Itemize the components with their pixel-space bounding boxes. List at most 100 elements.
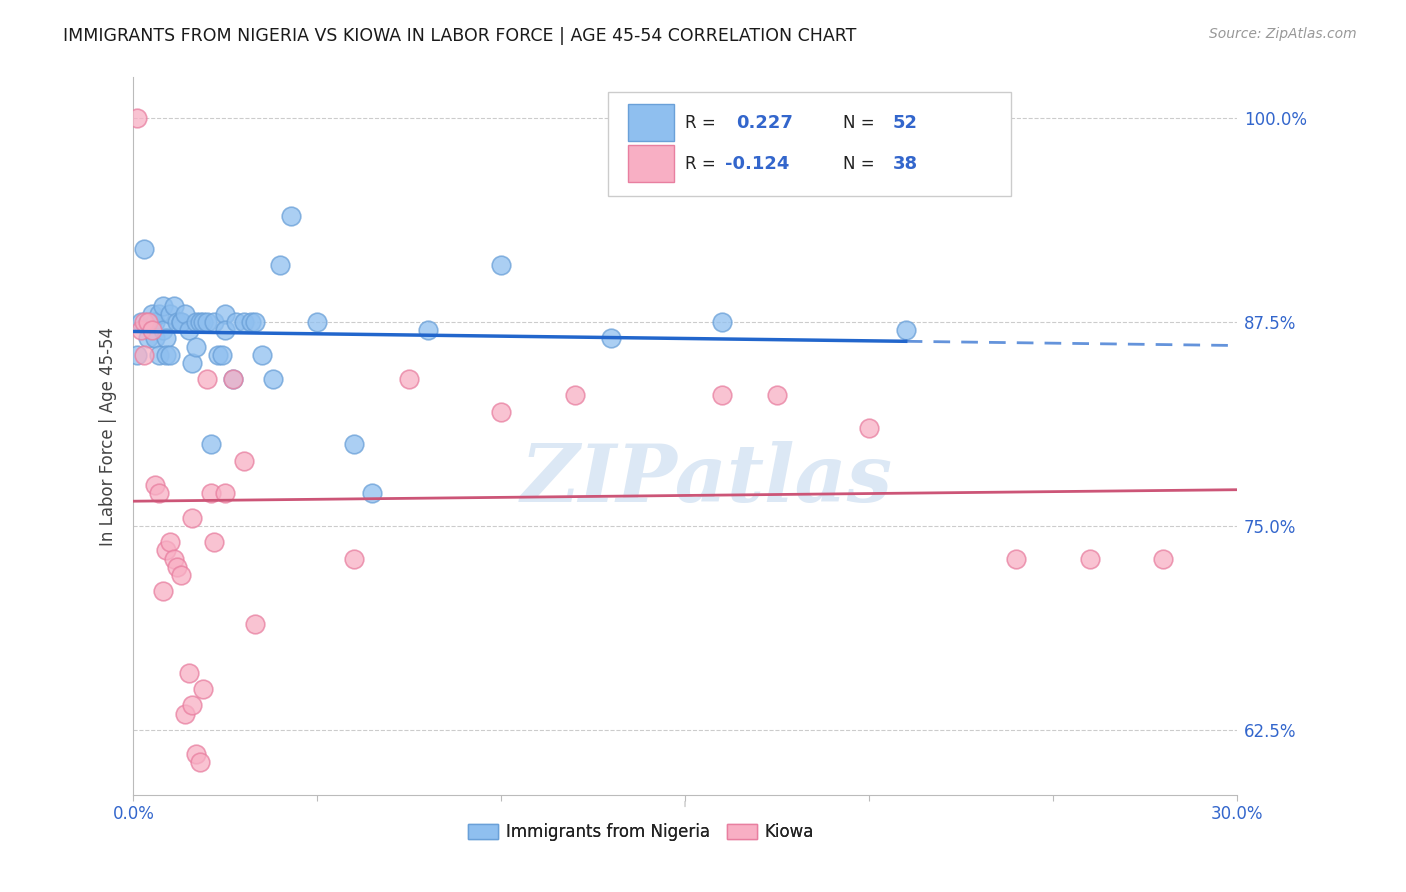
Point — [232, 315, 254, 329]
Point — [159, 307, 181, 321]
Point — [221, 372, 243, 386]
Point — [489, 258, 512, 272]
Point — [188, 756, 211, 770]
Point — [170, 315, 193, 329]
Point — [221, 372, 243, 386]
Text: 52: 52 — [893, 113, 918, 132]
Point — [240, 315, 263, 329]
Point — [343, 437, 366, 451]
Text: -0.124: -0.124 — [724, 154, 789, 172]
Point — [184, 747, 207, 762]
Point — [159, 348, 181, 362]
Point — [125, 348, 148, 362]
Point — [145, 331, 167, 345]
Point — [152, 323, 174, 337]
Point — [250, 348, 273, 362]
Point — [894, 323, 917, 337]
Point — [152, 299, 174, 313]
Text: N =: N = — [842, 113, 875, 132]
Text: 0.227: 0.227 — [735, 113, 793, 132]
Point — [155, 331, 177, 345]
Point — [858, 421, 880, 435]
Text: IMMIGRANTS FROM NIGERIA VS KIOWA IN LABOR FORCE | AGE 45-54 CORRELATION CHART: IMMIGRANTS FROM NIGERIA VS KIOWA IN LABO… — [63, 27, 856, 45]
Point — [173, 706, 195, 721]
Point — [211, 348, 233, 362]
FancyBboxPatch shape — [627, 145, 673, 182]
Point — [136, 315, 159, 329]
Point — [134, 315, 156, 329]
Point — [148, 486, 170, 500]
Point — [307, 315, 329, 329]
Point — [600, 331, 623, 345]
Point — [166, 315, 188, 329]
Point — [243, 315, 266, 329]
Point — [163, 299, 186, 313]
Point — [177, 665, 200, 680]
Point — [141, 323, 163, 337]
Point — [398, 372, 420, 386]
Text: ZIPatlas: ZIPatlas — [522, 441, 893, 518]
Point — [134, 242, 156, 256]
Point — [207, 348, 229, 362]
Point — [155, 348, 177, 362]
Point — [145, 478, 167, 492]
Text: Source: ZipAtlas.com: Source: ZipAtlas.com — [1209, 27, 1357, 41]
Y-axis label: In Labor Force | Age 45-54: In Labor Force | Age 45-54 — [100, 326, 117, 546]
Point — [173, 307, 195, 321]
Point — [145, 315, 167, 329]
Point — [129, 315, 152, 329]
Point — [155, 543, 177, 558]
Point — [710, 315, 733, 329]
Point — [262, 372, 284, 386]
Point — [181, 698, 204, 713]
Point — [489, 405, 512, 419]
Point — [148, 307, 170, 321]
Point — [177, 323, 200, 337]
Point — [188, 315, 211, 329]
Legend: Immigrants from Nigeria, Kiowa: Immigrants from Nigeria, Kiowa — [461, 816, 821, 847]
Point — [1152, 551, 1174, 566]
Point — [141, 307, 163, 321]
Point — [232, 453, 254, 467]
Point — [1078, 551, 1101, 566]
Point — [214, 323, 236, 337]
Point — [193, 681, 215, 696]
Point — [125, 112, 148, 126]
Point — [152, 584, 174, 599]
Point — [1005, 551, 1028, 566]
Point — [361, 486, 384, 500]
Point — [202, 315, 225, 329]
Point — [181, 356, 204, 370]
Point — [163, 551, 186, 566]
Point — [200, 486, 222, 500]
Point — [136, 315, 159, 329]
Point — [710, 388, 733, 402]
Point — [181, 510, 204, 524]
Text: R =: R = — [685, 113, 716, 132]
FancyBboxPatch shape — [627, 104, 673, 141]
Point — [134, 348, 156, 362]
Point — [166, 559, 188, 574]
Point — [129, 323, 152, 337]
Point — [195, 315, 218, 329]
Point — [269, 258, 291, 272]
Point — [343, 551, 366, 566]
Point — [148, 348, 170, 362]
Point — [141, 315, 163, 329]
Point — [225, 315, 247, 329]
Point — [184, 315, 207, 329]
Point — [170, 567, 193, 582]
Point — [243, 616, 266, 631]
Point — [195, 372, 218, 386]
Point — [214, 486, 236, 500]
Point — [416, 323, 439, 337]
FancyBboxPatch shape — [607, 92, 1011, 196]
Point — [193, 315, 215, 329]
Point — [170, 315, 193, 329]
Text: R =: R = — [685, 154, 716, 172]
Point — [202, 535, 225, 549]
Point — [280, 209, 302, 223]
Text: 38: 38 — [893, 154, 918, 172]
Point — [136, 331, 159, 345]
Point — [766, 388, 789, 402]
